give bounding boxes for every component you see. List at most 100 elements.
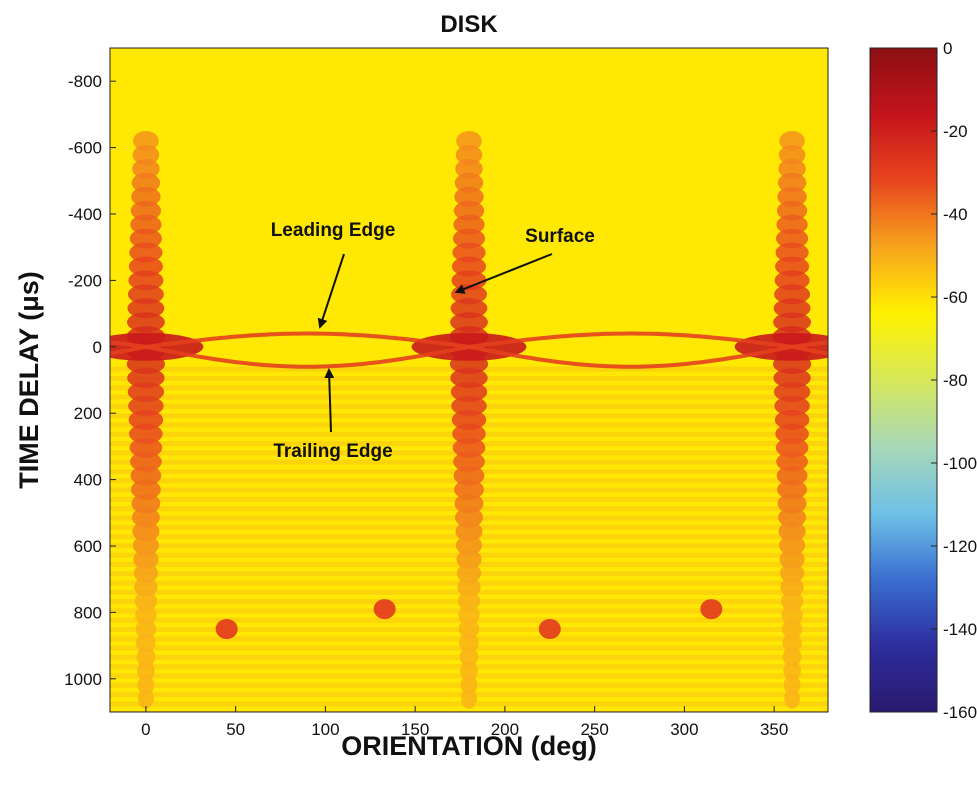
surface-column-blob <box>132 521 160 542</box>
y-tick-label: -600 <box>68 139 102 158</box>
surface-column-blob <box>131 186 161 207</box>
surface-column-blob <box>776 228 809 249</box>
surface-column-blob <box>131 493 161 514</box>
plot-area <box>110 48 828 712</box>
surface-column-blob <box>129 437 163 458</box>
surface-column-blob <box>775 437 809 458</box>
surface-column-blob <box>132 158 160 179</box>
surface-column-blob <box>778 507 807 528</box>
isolated-spot <box>373 599 396 620</box>
surface-column-blob <box>783 660 801 681</box>
surface-column-blob <box>132 144 160 165</box>
surface-column-blob <box>783 674 801 695</box>
surface-column-blob <box>138 688 154 709</box>
surface-column-blob <box>782 646 802 667</box>
x-tick-label: 150 <box>401 720 429 739</box>
x-tick-label: 250 <box>580 720 608 739</box>
colorbar-tick-label: -60 <box>943 288 968 307</box>
surface-column-blob <box>451 256 487 277</box>
surface-column-blob <box>458 605 480 626</box>
surface-column-blob <box>134 591 158 612</box>
surface-column-blob <box>453 200 485 221</box>
isolated-spot <box>215 619 238 639</box>
surface-column-blob <box>133 549 159 570</box>
y-tick-label: 0 <box>93 338 102 357</box>
surface-column-blob <box>450 312 488 333</box>
surface-column-blob <box>774 284 811 305</box>
surface-column-blob <box>774 270 810 291</box>
surface-column-blob <box>131 507 160 528</box>
surface-column-blob <box>130 451 162 472</box>
chart-title: DISK <box>440 11 498 38</box>
surface-column-blob <box>458 619 480 639</box>
y-tick-label: 400 <box>74 471 102 490</box>
plot-frame <box>109 47 829 713</box>
colorbar-tick-label: -80 <box>943 371 968 390</box>
surface-column-blob <box>456 563 482 584</box>
annotation-label: Leading Edge <box>271 220 396 241</box>
y-axis-label: TIME DELAY (μs) <box>14 271 44 489</box>
x-axis-label: ORIENTATION (deg) <box>341 731 596 761</box>
x-tick-label: 350 <box>760 720 788 739</box>
colorbar-tick-label: -20 <box>943 122 968 141</box>
surface-column-blob <box>457 577 481 598</box>
surface-column-blob <box>132 535 159 556</box>
surface-column-blob <box>454 172 484 193</box>
annotation-label: Surface <box>525 226 595 247</box>
surface-column-blob <box>130 465 162 486</box>
x-tick-label: 300 <box>670 720 698 739</box>
surface-column-blob <box>779 549 805 570</box>
striation-band <box>110 710 828 712</box>
surface-column-blob <box>775 242 809 263</box>
surface-column-blob <box>129 228 162 249</box>
surface-column-blob <box>452 437 486 458</box>
surface-column-blob <box>128 409 164 430</box>
surface-column-blob <box>130 200 162 221</box>
surface-column-blob <box>455 521 483 542</box>
surface-column-blob <box>781 619 803 639</box>
surface-column-blob <box>127 298 165 319</box>
surface-column-blob <box>781 605 803 626</box>
surface-column-blob <box>134 577 158 598</box>
surface-column-blob <box>128 270 164 291</box>
surface-column-blob <box>128 256 163 277</box>
surface-column-blob <box>777 479 808 500</box>
y-tick-label: 600 <box>74 537 102 556</box>
surface-column-blob <box>137 660 155 681</box>
surface-column-blob <box>784 688 800 709</box>
surface-column-blob <box>455 535 483 556</box>
surface-column-blob <box>456 549 482 570</box>
surface-column-blob <box>777 186 807 207</box>
colorbar-tick-label: 0 <box>943 39 952 58</box>
colorbar-tick-label: -120 <box>943 537 977 556</box>
surface-column-blob <box>135 605 157 626</box>
surface-column-blob <box>776 451 808 472</box>
surface-column-blob <box>773 368 811 389</box>
y-tick-label: -400 <box>68 205 102 224</box>
annotation-label: Trailing Edge <box>273 441 392 462</box>
surface-column-blob <box>133 563 158 584</box>
surface-column-blob <box>775 256 810 277</box>
surface-column-blob <box>450 368 488 389</box>
surface-column-blob <box>780 577 804 598</box>
surface-column-blob <box>453 214 485 235</box>
x-tick-label: 0 <box>141 720 150 739</box>
colorbar-tick-label: -40 <box>943 205 968 224</box>
surface-column-blob <box>454 186 484 207</box>
surface-column-blob <box>780 563 805 584</box>
surface-column-blob <box>454 479 484 500</box>
colorbar-tick-label: -100 <box>943 454 977 473</box>
surface-column-blob <box>778 521 806 542</box>
trailing-edge-curve <box>110 344 828 369</box>
surface-column-blob <box>131 172 161 193</box>
surface-column-blob <box>777 172 807 193</box>
surface-column-blob <box>460 674 478 695</box>
surface-column-blob <box>776 465 808 486</box>
surface-column-blob <box>460 660 478 681</box>
surface-column-blob <box>456 130 482 151</box>
surface-column-blob <box>450 298 488 319</box>
surface-column-blob <box>130 214 162 235</box>
surface-column-blob <box>451 395 487 416</box>
x-tick-label: 200 <box>491 720 519 739</box>
